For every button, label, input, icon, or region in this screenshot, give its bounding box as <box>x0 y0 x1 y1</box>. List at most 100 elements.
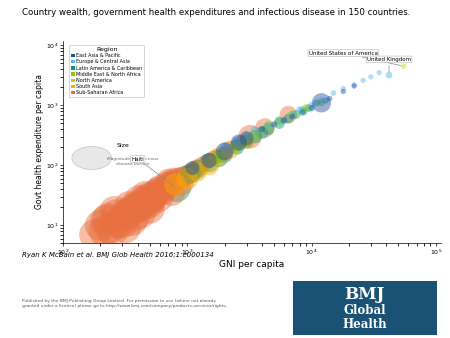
Point <box>138 200 145 205</box>
Point <box>265 126 272 132</box>
Text: United Kingdom: United Kingdom <box>367 57 411 72</box>
Point <box>233 139 240 144</box>
Point <box>221 152 228 158</box>
Point <box>184 176 191 181</box>
Point <box>243 139 250 144</box>
Point <box>351 82 358 88</box>
Point <box>233 145 240 150</box>
Point <box>322 98 329 103</box>
Point <box>296 107 303 112</box>
Point <box>161 187 168 192</box>
Point <box>149 194 157 199</box>
Point <box>258 130 265 135</box>
Point <box>137 210 144 216</box>
Point <box>121 214 128 219</box>
Point <box>101 228 108 234</box>
Point <box>289 112 296 117</box>
Point <box>305 105 312 111</box>
Point <box>135 198 143 203</box>
Point <box>194 165 201 171</box>
Point <box>145 194 153 199</box>
Point <box>318 98 325 103</box>
Point <box>178 175 185 180</box>
Point <box>280 118 288 123</box>
Point <box>184 172 191 177</box>
Point <box>206 158 213 163</box>
Point <box>251 128 258 133</box>
Point <box>289 112 296 117</box>
Point <box>194 167 201 172</box>
Point <box>313 100 320 105</box>
Text: United States of America: United States of America <box>309 51 401 66</box>
Point <box>276 118 283 123</box>
Point <box>276 121 283 126</box>
Point <box>156 196 163 201</box>
Point <box>206 160 213 166</box>
Text: Country wealth, government health expenditures and infectious disease in 150 cou: Country wealth, government health expend… <box>22 8 411 18</box>
Point <box>216 154 223 159</box>
Point <box>115 220 122 225</box>
Point <box>270 122 278 127</box>
Point <box>318 100 325 105</box>
Point <box>299 108 306 114</box>
Point <box>340 86 347 91</box>
Point <box>148 197 156 202</box>
Point <box>170 177 177 182</box>
Point <box>243 136 250 141</box>
Point <box>330 90 337 96</box>
Text: Health: Health <box>342 318 387 331</box>
Point <box>251 134 258 139</box>
Point <box>326 96 333 101</box>
Point <box>189 168 196 174</box>
Point <box>146 201 153 206</box>
Point <box>130 204 137 210</box>
Point <box>131 214 139 219</box>
Point <box>164 184 171 189</box>
Point <box>171 178 179 184</box>
Point <box>360 78 367 83</box>
Point <box>202 160 209 166</box>
Point <box>299 109 306 115</box>
Point <box>265 123 272 129</box>
Point <box>233 142 240 147</box>
Point <box>102 218 109 223</box>
Point <box>140 202 148 208</box>
Point <box>340 89 347 94</box>
Point <box>134 204 141 210</box>
Point <box>194 168 201 174</box>
Point <box>163 182 170 187</box>
Point <box>285 116 292 121</box>
Point <box>221 150 228 156</box>
Point <box>143 196 150 201</box>
Point <box>122 225 130 231</box>
Point <box>127 207 134 213</box>
Point <box>308 105 315 111</box>
Text: Haiti: Haiti <box>131 156 174 186</box>
Point <box>189 170 196 175</box>
Point <box>292 112 300 117</box>
Point <box>308 103 315 108</box>
Point <box>186 171 194 176</box>
Point <box>166 180 174 186</box>
Point <box>221 145 228 150</box>
Point <box>289 114 296 119</box>
Point <box>129 218 136 223</box>
Point <box>178 180 185 186</box>
Point <box>159 189 166 195</box>
Point <box>235 140 243 145</box>
Point <box>351 83 358 89</box>
Point <box>173 185 180 191</box>
Point <box>113 212 120 217</box>
Text: Published by the BMJ Publishing Group Limited. For permission to use (where not : Published by the BMJ Publishing Group Li… <box>22 299 228 308</box>
Point <box>212 154 220 159</box>
Point <box>151 192 158 197</box>
Point <box>154 188 162 193</box>
Point <box>237 138 244 143</box>
Point <box>276 118 283 124</box>
Point <box>221 149 228 154</box>
Point <box>111 209 118 214</box>
Point <box>206 158 213 163</box>
Point <box>91 232 99 237</box>
Text: BMJ: BMJ <box>344 286 385 303</box>
Point <box>133 206 140 211</box>
